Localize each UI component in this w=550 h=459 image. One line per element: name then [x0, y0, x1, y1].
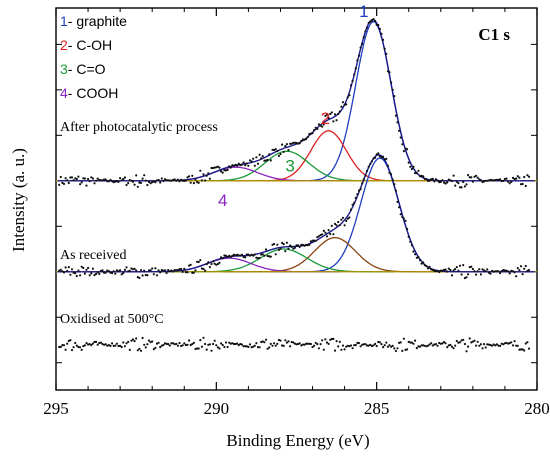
envelope-1 — [57, 154, 535, 273]
spectrum-label-oxidised: Oxidised at 500°C — [60, 312, 164, 327]
peak-label-1: 1 — [359, 2, 368, 21]
y-axis-title: Intensity (a. u.) — [9, 148, 28, 252]
plot-frame — [55, 7, 538, 391]
spectrum-label-received: As received — [60, 248, 126, 263]
peak-label-3: 3 — [285, 157, 294, 176]
x-tick-label-290: 290 — [204, 399, 230, 418]
plot-area: 295 290 285 280 1 2 3 4 — [43, 2, 550, 418]
x-tick-label-280: 280 — [524, 399, 550, 418]
legend-entry-3: 3- C=O — [60, 61, 106, 77]
peak-label-4: 4 — [218, 191, 227, 210]
chart-labels: Binding Energy (eV) Intensity (a. u.) C1… — [9, 13, 510, 450]
data-points-2 — [58, 336, 531, 353]
envelope-0 — [57, 18, 535, 182]
x-axis-title: Binding Energy (eV) — [226, 431, 369, 450]
legend-entry-1: 1- graphite — [60, 13, 127, 29]
spectrum-label-after: After photocatalytic process — [60, 120, 218, 135]
corner-label: C1 s — [478, 25, 510, 44]
legend-entry-4: 4- COOH — [60, 85, 118, 101]
legend: 1- graphite 2- C-OH 3- C=O 4- COOH — [60, 13, 127, 101]
x-tick-label-285: 285 — [364, 399, 390, 418]
x-tick-label-295: 295 — [43, 399, 69, 418]
peak-label-2: 2 — [321, 109, 330, 128]
legend-entry-2: 2- C-OH — [60, 37, 112, 53]
component-peak-1-2 — [171, 248, 395, 273]
